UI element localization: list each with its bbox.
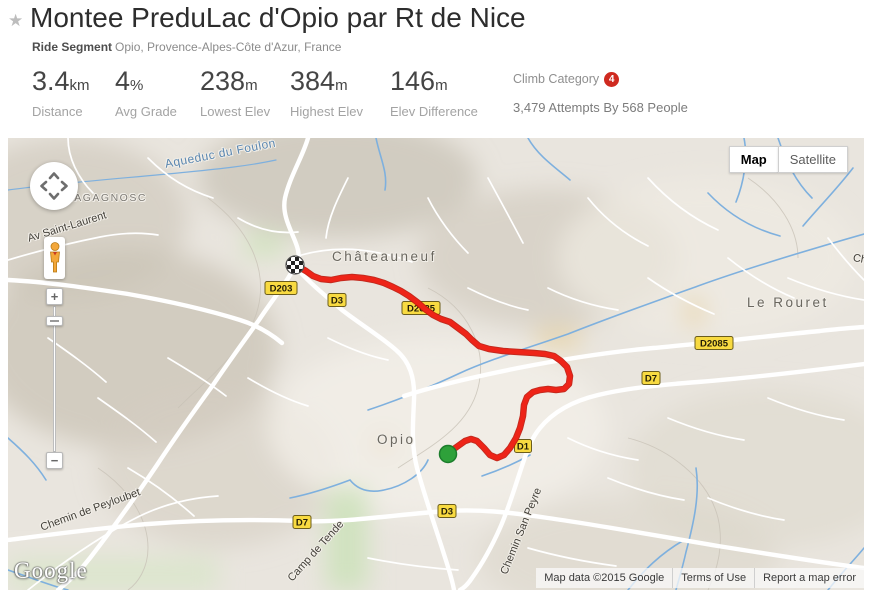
svg-text:D7: D7 [645,374,657,385]
map-graphics: D203 D3 D2085 D2085 D7 [8,138,864,590]
road-badge-d2085-right: D2085 [694,336,734,350]
attempts-count: 3,479 Attempts By 568 People [513,100,688,115]
street-view-pegman[interactable] [44,237,65,279]
stat-highest-elev: 384m Highest Elev [290,66,377,119]
road-badge-d203: D203 [264,281,298,295]
segment-type-label: Ride Segment [32,40,113,54]
stat-avg-grade-value: 4 [115,66,131,96]
page-title: Montee PreduLac d'Opio par Rt de Nice [30,2,526,33]
svg-text:D203: D203 [270,284,293,295]
google-logo[interactable]: Google [14,558,88,583]
zoom-out-button[interactable]: − [46,452,63,469]
svg-text:D2085: D2085 [700,339,729,350]
pan-arrows-icon [40,172,68,200]
segment-location: Opio, Provence-Alpes-Côte d'Azur, France [115,40,342,54]
road-badge-d3: D3 [327,293,347,307]
map-attribution-bar: Map data ©2015 Google Terms of Use Repor… [536,568,864,588]
climb-category-label: Climb Category [513,72,600,86]
stat-elev-difference-label: Elev Difference [390,104,478,119]
stat-lowest-elev: 238m Lowest Elev [200,66,277,119]
stat-highest-elev-value: 384 [290,66,336,96]
terms-of-use-link[interactable]: Terms of Use [672,568,754,588]
map-data-copyright: Map data ©2015 Google [544,572,665,584]
stat-distance-unit: km [69,77,90,94]
stat-lowest-elev-label: Lowest Elev [200,104,271,119]
pan-control[interactable] [30,162,78,210]
map-type-switcher: Map Satellite [728,146,848,173]
stat-avg-grade-unit: % [130,77,144,94]
stats-row: 3.4km Distance 4% Avg Grade 238m Lowest … [32,66,688,119]
map-type-satellite-button[interactable]: Satellite [777,146,848,173]
stat-highest-elev-unit: m [335,77,348,94]
stat-elev-difference-value: 146 [390,66,436,96]
zoom-in-button[interactable]: + [46,288,63,305]
climb-category-badge: 4 [604,72,620,87]
svg-text:D7: D7 [296,518,308,529]
stat-lowest-elev-unit: m [245,77,258,94]
contour-lines [97,177,799,590]
zoom-slider-track[interactable] [53,306,56,452]
road-badge-d3-bottom: D3 [437,504,457,518]
segment-route [292,262,573,461]
star-icon[interactable]: ★ [8,11,24,30]
map-type-map-button[interactable]: Map [728,146,778,173]
stat-avg-grade-label: Avg Grade [115,104,177,119]
zoom-slider-handle[interactable] [46,316,63,326]
stat-elev-difference-unit: m [435,77,448,94]
stat-elev-difference: 146m Elev Difference [390,66,487,119]
stat-distance-label: Distance [32,104,83,119]
stat-highest-elev-label: Highest Elev [290,104,363,119]
svg-text:D3: D3 [331,296,343,307]
stat-distance-value: 3.4 [32,66,70,96]
svg-text:D3: D3 [441,507,453,518]
map-canvas[interactable]: D203 D3 D2085 D2085 D7 [8,138,864,590]
route-start-marker [438,444,458,464]
minor-roads [8,138,864,590]
road-badge-d7-right: D7 [641,371,661,385]
stat-distance: 3.4km Distance [32,66,102,119]
svg-text:D1: D1 [517,442,530,453]
stat-lowest-elev-value: 238 [200,66,246,96]
segment-header: ★ Montee PreduLac d'Opio par Rt de Nice … [0,0,872,138]
climb-category-block: Climb Category 4 3,479 Attempts By 568 Pe… [513,66,688,115]
segment-subtitle: Ride Segment Opio, Provence-Alpes-Côte d'… [32,40,341,54]
route-finish-marker [285,255,305,275]
stat-avg-grade: 4% Avg Grade [115,66,187,119]
pegman-icon [49,242,60,273]
major-roads [8,138,864,590]
road-badge-d7-bottom: D7 [292,515,312,529]
report-map-error-link[interactable]: Report a map error [754,568,864,588]
